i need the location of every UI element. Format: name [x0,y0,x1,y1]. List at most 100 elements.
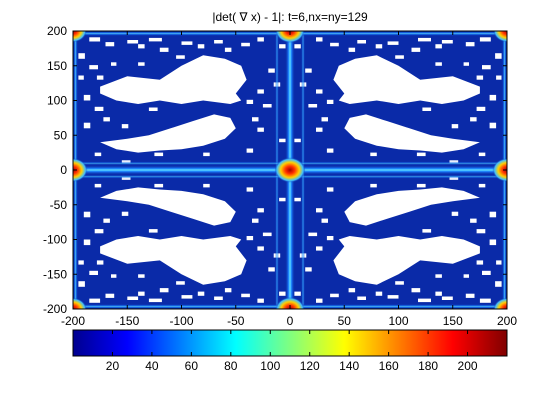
masked-cell [154,183,164,188]
y-tick-label: 0 [60,163,67,177]
masked-region [344,114,480,153]
masked-cell [246,236,254,241]
peak-point [73,158,88,182]
masked-cell [357,296,366,300]
masked-cell [262,232,272,237]
masked-region [100,114,236,153]
masked-cell [89,37,101,42]
masked-cell [94,152,102,157]
masked-cell [416,152,426,157]
masked-cell [262,104,272,108]
masked-cell [416,183,426,188]
masked-cell [316,298,323,303]
masked-cell [435,274,442,278]
masked-cell [387,295,399,299]
masked-cell [308,104,318,108]
masked-cell [465,293,475,298]
colorbar-strip [72,329,508,357]
x-axis: -200 -150 -100 -50 0 50 100 150 200 [61,31,517,328]
y-tick-label: 200 [47,24,67,38]
colorbar-tick-label: 180 [418,359,438,373]
x-tick-label: 0 [287,314,294,328]
masked-cell [197,44,205,49]
chart-title: |det( ∇ x) - 1|: t=6,nx=ny=129 [212,10,368,24]
masked-cell [96,75,104,80]
masked-cell [176,55,185,59]
masked-cell [370,183,377,188]
masked-cell [348,288,356,293]
masked-cell [257,127,264,132]
masked-regions [78,37,502,303]
colorbar-tick-label: 20 [106,359,120,373]
masked-cell [181,41,193,45]
masked-cell [94,183,102,188]
masked-cell [321,117,328,122]
masked-cell [316,89,323,94]
masked-cell [203,183,210,188]
masked-cell [370,152,377,157]
masked-cell [246,99,254,104]
colorbar-tick-label: 40 [145,359,159,373]
masked-cell [321,218,328,223]
masked-cell [316,246,323,251]
masked-cell [268,267,275,272]
masked-cell [496,75,502,80]
peak-point [493,31,507,43]
peak-point [493,297,507,309]
y-axis: -200 -150 -100 -50 0 50 100 150 200 [43,24,507,316]
masked-cell [257,37,264,42]
y-tick-label: 50 [54,128,68,142]
masked-cell [478,183,486,188]
masked-cell [138,62,145,66]
masked-cell [94,229,104,234]
masked-region [100,187,236,226]
masked-region [100,236,247,285]
masked-cell [411,288,421,293]
masked-cell [257,208,264,213]
masked-cell [111,62,117,66]
masked-cell [121,124,129,129]
masked-cell [476,75,484,80]
masked-cell [83,211,91,218]
masked-cell [348,47,356,52]
masked-cell [279,291,286,296]
masked-cell [241,293,250,298]
masked-cell [148,298,162,303]
masked-cell [395,55,404,59]
masked-cell [316,208,323,213]
peak-point [492,158,507,182]
masked-cell [478,152,486,157]
masked-cell [268,68,275,73]
masked-region [100,55,247,104]
masked-cell [224,288,232,293]
masked-cell [402,86,410,91]
masked-cell [402,249,410,254]
masked-cell [83,94,91,101]
masked-cell [111,274,117,278]
masked-cell [387,41,399,45]
masked-cell [138,291,145,296]
masked-region [344,187,480,226]
masked-cell [138,274,145,278]
masked-cell [279,44,286,49]
masked-cell [441,40,453,44]
masked-cell [357,40,366,44]
masked-cell [96,260,104,265]
masked-cell [257,89,264,94]
colorbar-tick-label: 160 [379,359,399,373]
masked-cell [305,68,312,73]
colorbar-tick-label: 140 [339,359,359,373]
masked-cell [489,94,497,101]
masked-cell [305,267,312,272]
x-tick-label: 50 [338,314,352,328]
peak-point [275,297,305,309]
masked-cell [214,253,221,258]
colorbar-tick-label: 200 [458,359,478,373]
masked-cell [89,298,101,303]
masked-cell [170,249,178,254]
x-tick-label: -100 [169,314,193,328]
y-tick-label: 100 [47,94,67,108]
masked-cell [441,296,453,300]
masked-cell [148,37,162,42]
